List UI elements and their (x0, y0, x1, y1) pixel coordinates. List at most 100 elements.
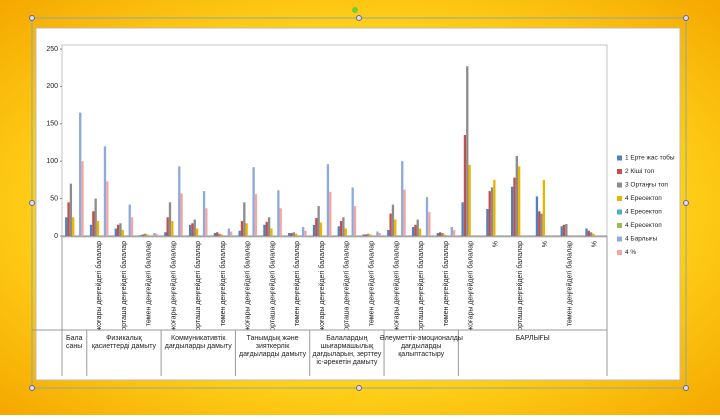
bar (166, 217, 169, 236)
bar (411, 227, 415, 236)
bar (488, 191, 491, 236)
bar (342, 217, 345, 236)
x-tick-label: төмен деңгейдегі балалар (219, 241, 227, 326)
bar (403, 189, 406, 236)
bar (146, 234, 149, 236)
bar (220, 234, 224, 236)
group-label: Физикалық қасиеттерді дамыту (92, 335, 157, 350)
bar (418, 228, 422, 236)
bar (511, 186, 514, 236)
bar (540, 213, 543, 236)
x-tick-label: орташа деңгейдегі балалар (417, 241, 425, 331)
bar (188, 224, 192, 236)
x-tick-label: орташа деңгейдегі балалар (194, 241, 202, 331)
bar (468, 164, 471, 236)
bar (94, 198, 97, 236)
bar (439, 232, 442, 236)
bar (227, 228, 230, 236)
bar (425, 197, 429, 236)
x-tick-label: орташа деңгейдегі балалар (343, 241, 351, 331)
legend-label: 2 Кіші топ (625, 167, 655, 175)
y-tick-label: 200 (46, 83, 58, 90)
bar (401, 161, 404, 236)
legend-label: 4 Ересектоп (625, 195, 662, 202)
bar (195, 228, 199, 236)
bar (416, 219, 419, 236)
bar (254, 194, 258, 236)
bar (114, 228, 117, 236)
legend-label: 4 Ересектоп (625, 222, 662, 229)
bar (450, 227, 453, 236)
legend-label: 4 Ересектоп (625, 209, 662, 216)
x-tick-label: жоғары деңгейдегі балалар (169, 241, 177, 331)
bar (344, 228, 347, 236)
bar (202, 191, 206, 236)
bar (245, 223, 248, 236)
bar (443, 234, 446, 236)
bar (193, 219, 196, 236)
bar (461, 202, 464, 236)
bar (493, 179, 496, 236)
bar (452, 230, 456, 236)
plot-area (61, 44, 608, 238)
legend-swatch (617, 209, 622, 215)
bar (319, 222, 323, 236)
x-tick-label: орташа деңгейдегі балалар (120, 241, 128, 331)
bar (353, 206, 357, 236)
bar (144, 233, 147, 236)
bar (69, 183, 73, 236)
bar (351, 187, 354, 236)
bar (301, 227, 305, 236)
bar (560, 226, 563, 236)
bar (279, 208, 282, 236)
bar (466, 66, 469, 236)
bar (288, 233, 291, 236)
bar (378, 233, 381, 236)
legend-swatch (617, 236, 622, 242)
bar (171, 221, 174, 236)
bar (538, 211, 541, 236)
bar (329, 191, 332, 236)
x-tick-label: орташа деңгейдегі балалар (268, 241, 276, 331)
bar (364, 234, 368, 236)
legend-swatch (617, 182, 622, 188)
bar (441, 233, 444, 236)
x-tick-label: % (492, 241, 499, 247)
bar (121, 230, 124, 236)
bar (326, 164, 330, 236)
legend-swatch (617, 250, 622, 255)
legend-swatch (617, 169, 622, 174)
bar (141, 234, 145, 236)
bar (585, 228, 588, 236)
bar (562, 224, 566, 236)
legend-swatch (617, 155, 622, 161)
bar (315, 218, 318, 236)
group-label: БАРЛЫҒЫ (516, 335, 550, 342)
bar (155, 233, 158, 236)
bar (490, 187, 494, 236)
bar (72, 217, 75, 236)
bar (414, 224, 417, 236)
bar (270, 228, 273, 236)
bar (486, 209, 489, 236)
x-tick-label: төмен деңгейдегі балалар (145, 241, 153, 326)
bar (277, 190, 280, 236)
x-tick-label: % (542, 241, 549, 247)
bar (565, 224, 568, 236)
y-tick-label: 150 (46, 121, 58, 128)
y-tick-label: 50 (50, 195, 58, 202)
x-tick-label: жоғары деңгейдегі балалар (467, 241, 475, 331)
bar (517, 166, 521, 236)
bar (337, 226, 340, 236)
bar (290, 233, 293, 236)
x-tick-label: төмен деңгейдегі балалар (442, 241, 450, 326)
bar (164, 232, 167, 236)
bar (428, 212, 431, 236)
bar (128, 204, 131, 236)
legend-label: 4 % (625, 249, 636, 256)
bar (463, 135, 467, 236)
bar (119, 223, 122, 236)
group-label: Танымдық және зияткерлік дағдыларды дамыту (239, 335, 307, 358)
bar (153, 233, 156, 236)
